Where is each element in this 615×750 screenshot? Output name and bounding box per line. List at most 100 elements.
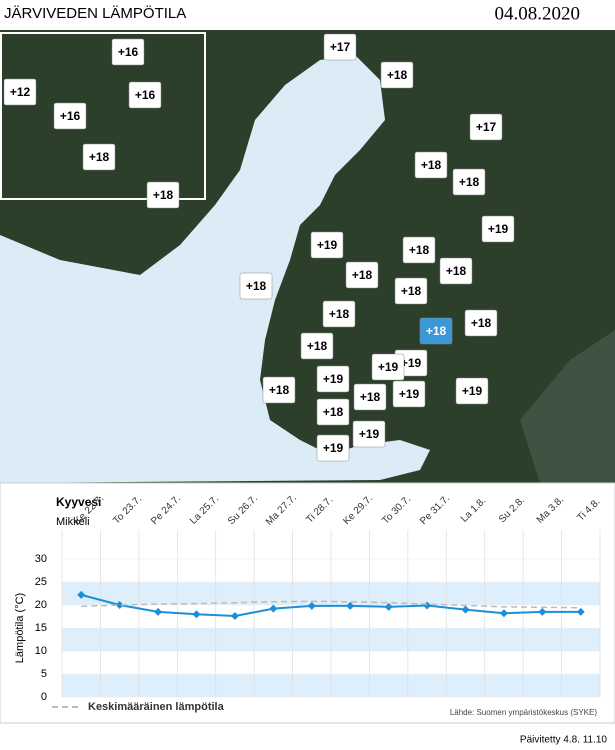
label-text: +18 [329, 307, 350, 321]
map-inset [0, 32, 206, 200]
label-text: +18 [409, 243, 430, 257]
y-tick-label: 5 [41, 668, 47, 680]
map [0, 30, 615, 483]
label-text: +18 [89, 150, 110, 164]
y-tick-label: 30 [35, 553, 47, 565]
label-text: +18 [246, 279, 267, 293]
label-text: +18 [387, 68, 408, 82]
label-box [392, 380, 426, 408]
label-box [316, 365, 350, 393]
point [154, 607, 163, 616]
label-text: +19 [399, 387, 420, 401]
y-tick-label: 25 [35, 576, 47, 588]
label-text: +18 [269, 383, 290, 397]
label-box [439, 257, 473, 285]
label-box [419, 317, 453, 345]
label-text: +18 [307, 339, 328, 353]
label-box [414, 151, 448, 179]
point [384, 602, 393, 611]
label-box [128, 81, 162, 109]
temperature-line [80, 593, 581, 618]
label-text: +19 [323, 441, 344, 455]
label-text: +19 [317, 238, 338, 252]
label-text: +18 [471, 316, 492, 330]
label-box [111, 38, 145, 66]
map-labels: +16+12 +16+16+18+18+17+18+17+18+18+19+19 +… [3, 33, 515, 462]
y-axis-label: Lämpötila (°C) [14, 593, 26, 663]
y-tick-label: 15 [35, 622, 47, 634]
map-region [520, 330, 615, 483]
label-text: +18 [352, 268, 373, 282]
label-text: +19 [359, 427, 380, 441]
point [576, 607, 585, 616]
chart-title: Kyyvesi [56, 495, 101, 509]
point [499, 609, 508, 618]
chart-subtitle: Mikkeli [56, 516, 90, 528]
label-box [316, 434, 350, 462]
point [461, 605, 470, 614]
label-box [481, 215, 515, 243]
label-box [371, 353, 405, 381]
y-tick-label: 20 [35, 599, 47, 611]
label-box [300, 332, 334, 360]
label-text: +17 [476, 120, 497, 134]
label-box [402, 236, 436, 264]
label-text: +19 [378, 360, 399, 374]
point [77, 590, 86, 599]
point [307, 601, 316, 610]
label-text: +18 [153, 188, 174, 202]
label-box [345, 261, 379, 289]
point [115, 601, 124, 609]
label-box [310, 231, 344, 259]
label-box [53, 102, 87, 130]
point [192, 610, 201, 619]
label-text: +16 [60, 109, 81, 123]
label-text: +17 [330, 40, 351, 54]
point [230, 612, 239, 621]
y-tick-label: 10 [35, 645, 47, 657]
label-box [464, 309, 498, 337]
sea [0, 55, 430, 483]
label-box [352, 420, 386, 448]
header-date: 04.08.2020 [495, 3, 581, 24]
label-text: +12 [10, 85, 31, 99]
y-tick-label: 0 [41, 691, 47, 703]
label-box [469, 113, 503, 141]
source: Lähde: Suomen ympäristökeskus (SYKE) [450, 708, 598, 717]
label-text: +18 [401, 284, 422, 298]
label-text: +18 [426, 324, 447, 338]
label-text: +18 [446, 264, 467, 278]
label-text: +19 [462, 384, 483, 398]
point [269, 604, 278, 613]
label-box [3, 78, 37, 106]
label-box [239, 272, 273, 300]
label-text: +18 [360, 390, 381, 404]
label-text: +18 [421, 158, 442, 172]
label-box [394, 277, 428, 305]
label-box [323, 33, 357, 61]
label-box [146, 181, 180, 209]
label-text: +18 [459, 175, 480, 189]
label-box [82, 143, 116, 171]
updated: Päivitetty 4.8. 11.10 [520, 735, 608, 746]
label-box [455, 377, 489, 405]
point [538, 607, 547, 616]
label-text: +19 [488, 222, 509, 236]
label-box [353, 383, 387, 411]
header-title: JÄRVIVEDEN LÄMPÖTILA [4, 4, 186, 22]
average-line [81, 600, 581, 609]
label-box [380, 61, 414, 89]
label-text: +16 [118, 45, 139, 59]
point [346, 601, 355, 610]
label-text: +16 [135, 88, 156, 102]
label-text: +18 [323, 405, 344, 419]
label-text: +19 [401, 356, 422, 370]
label-box [316, 398, 350, 426]
label-box [262, 376, 296, 404]
label-box [452, 168, 486, 196]
label-text: +19 [323, 372, 344, 386]
label-box [322, 300, 356, 328]
legend-label: Keskimääräinen lämpötila [88, 701, 225, 713]
